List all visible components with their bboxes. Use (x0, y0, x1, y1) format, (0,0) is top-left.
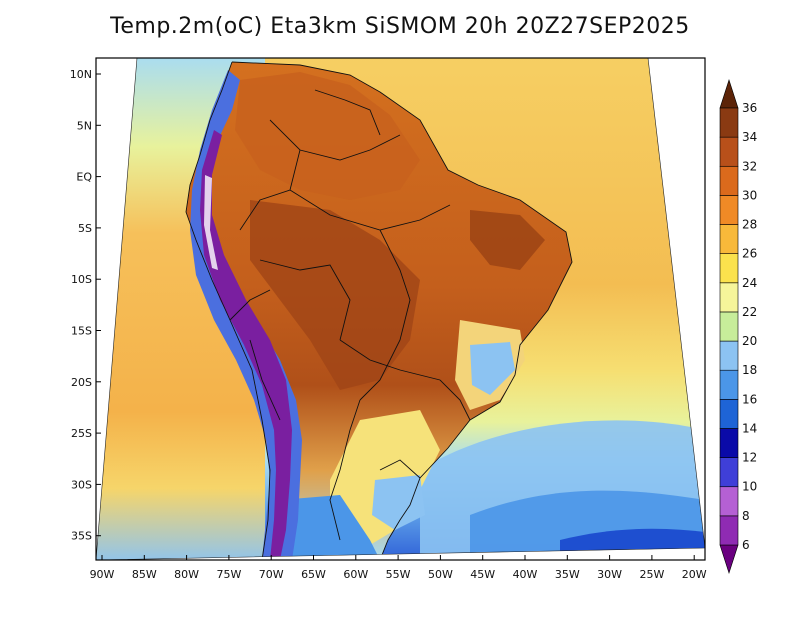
amazon-hot-zone (235, 72, 420, 200)
lat-label: 35S (71, 530, 92, 543)
plot-frame (95, 57, 706, 561)
lon-label: 70W (259, 568, 284, 581)
colorbar-top-arrow (719, 79, 739, 109)
map-domain (96, 58, 705, 560)
colorbar-bottom-arrow (719, 544, 739, 574)
colorbar-segment (719, 136, 739, 167)
colorbar-segment (719, 369, 739, 400)
lon-label: 35W (555, 568, 580, 581)
northeast-hot-zone (470, 210, 545, 270)
colorbar-label: 16 (742, 392, 757, 406)
colorbar-label: 32 (742, 159, 757, 173)
lon-label: 80W (174, 568, 199, 581)
colorbar-segment (719, 107, 739, 138)
lat-label: 30S (71, 478, 92, 491)
colorbar-segment (719, 399, 739, 429)
colorbar-label: 10 (742, 480, 757, 494)
colorbar-label: 36 (742, 101, 757, 115)
colorbar-label: 26 (742, 247, 757, 261)
andes-highest-band (200, 130, 292, 560)
colorbar-segment (719, 457, 739, 488)
lon-label: 85W (132, 568, 157, 581)
latitude-axis: 10N 5N EQ 5S 10S 15S 20S 25S 30S 35S (70, 68, 101, 543)
longitude-axis: 90W 85W 80W 75W 70W 65W 60W 55W 50W 45W 40W 35W 30W 2… (90, 555, 707, 581)
colorbar-segment (719, 515, 739, 546)
lat-label: 25S (71, 427, 92, 440)
lon-label: 20W (682, 568, 707, 581)
central-hot-zone (250, 200, 420, 390)
colorbar-label: 34 (742, 130, 757, 144)
south-cool-zone (372, 475, 425, 530)
country-borders (185, 61, 573, 560)
colorbar-segment (719, 224, 739, 254)
colorbar-label: 18 (742, 363, 757, 377)
south-mild-zone (330, 410, 440, 545)
colorbar-label: 12 (742, 451, 757, 465)
lat-label: 15S (71, 325, 92, 338)
lon-label: 50W (428, 568, 453, 581)
colorbar-segment (719, 282, 739, 313)
colorbar-segment (719, 486, 739, 517)
lon-label: 75W (216, 568, 241, 581)
colorbar-label: 20 (742, 334, 757, 348)
lat-label: 5N (77, 119, 92, 132)
lat-label: 20S (71, 376, 92, 389)
lon-label: 40W (513, 568, 538, 581)
lon-label: 25W (639, 568, 664, 581)
lon-label: 30W (597, 568, 622, 581)
colorbar-segment (719, 311, 739, 342)
lat-label: EQ (76, 171, 92, 184)
colorbar: 6 8 10 12 14 16 18 20 22 24 26 28 30 32 34 36 (719, 79, 757, 574)
colorbar-segment (719, 253, 739, 284)
colorbar-segment (719, 165, 739, 196)
lat-label: 5S (78, 222, 92, 235)
lat-label: 10S (71, 273, 92, 286)
colorbar-label: 28 (742, 218, 757, 232)
colorbar-segment (719, 340, 739, 371)
lat-label: 10N (70, 68, 92, 81)
andes-snow-band (204, 175, 218, 270)
lon-label: 45W (470, 568, 495, 581)
colorbar-label: 24 (742, 276, 757, 290)
lon-label: 65W (301, 568, 326, 581)
lon-label: 55W (386, 568, 411, 581)
colorbar-segment (719, 195, 739, 225)
lon-label: 90W (90, 568, 115, 581)
map-title: Temp.2m(oC) Eta3km SiSMOM 20h 20Z27SEP20… (110, 14, 690, 39)
colorbar-label: 6 (742, 538, 750, 552)
colorbar-label: 30 (742, 188, 757, 202)
colorbar-label: 22 (742, 305, 757, 319)
lon-label: 60W (343, 568, 368, 581)
southeast-cool-zone (470, 342, 515, 395)
colorbar-label: 8 (742, 509, 750, 523)
colorbar-segment (719, 428, 739, 458)
colorbar-label: 14 (742, 421, 757, 435)
